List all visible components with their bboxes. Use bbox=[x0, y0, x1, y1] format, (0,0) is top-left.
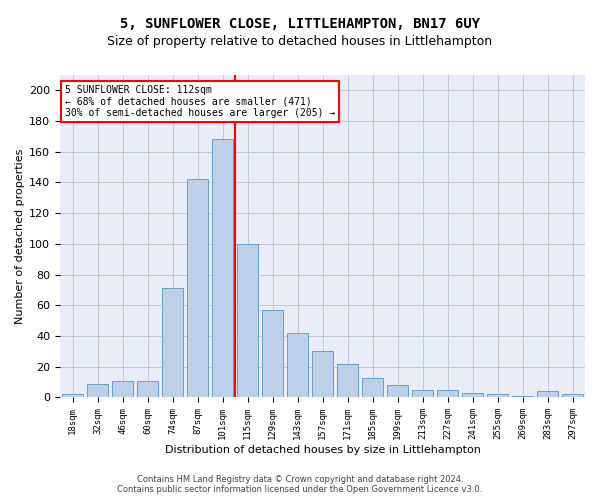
Bar bbox=[362, 378, 383, 398]
Bar bbox=[437, 390, 458, 398]
Bar bbox=[487, 394, 508, 398]
Bar bbox=[262, 310, 283, 398]
Bar bbox=[337, 364, 358, 398]
Bar bbox=[287, 333, 308, 398]
Text: 5, SUNFLOWER CLOSE, LITTLEHAMPTON, BN17 6UY: 5, SUNFLOWER CLOSE, LITTLEHAMPTON, BN17 … bbox=[120, 18, 480, 32]
Bar bbox=[387, 385, 408, 398]
Text: Contains HM Land Registry data © Crown copyright and database right 2024.
Contai: Contains HM Land Registry data © Crown c… bbox=[118, 474, 482, 494]
Bar bbox=[237, 244, 258, 398]
Bar bbox=[512, 396, 533, 398]
X-axis label: Distribution of detached houses by size in Littlehampton: Distribution of detached houses by size … bbox=[164, 445, 481, 455]
Bar bbox=[87, 384, 108, 398]
Bar bbox=[62, 394, 83, 398]
Bar bbox=[312, 352, 333, 398]
Bar bbox=[187, 180, 208, 398]
Bar bbox=[412, 390, 433, 398]
Text: 5 SUNFLOWER CLOSE: 112sqm
← 68% of detached houses are smaller (471)
30% of semi: 5 SUNFLOWER CLOSE: 112sqm ← 68% of detac… bbox=[65, 84, 335, 118]
Bar bbox=[212, 140, 233, 398]
Bar bbox=[112, 380, 133, 398]
Bar bbox=[462, 393, 483, 398]
Bar bbox=[537, 392, 558, 398]
Bar bbox=[137, 380, 158, 398]
Bar bbox=[562, 394, 583, 398]
Bar bbox=[162, 288, 183, 398]
Y-axis label: Number of detached properties: Number of detached properties bbox=[15, 148, 25, 324]
Text: Size of property relative to detached houses in Littlehampton: Size of property relative to detached ho… bbox=[107, 35, 493, 48]
